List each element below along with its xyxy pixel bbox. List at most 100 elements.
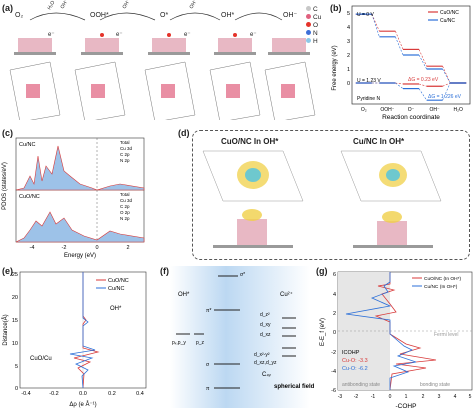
f-pi: π xyxy=(206,386,210,392)
e-xtick-0: -0.4 xyxy=(21,391,30,397)
x-axis-label: Reaction coordinate xyxy=(382,114,440,121)
g-ytick-1: 4 xyxy=(333,292,336,298)
arrow-label-h2o: H₂O xyxy=(47,0,57,11)
f-sigma-star: σ* xyxy=(240,272,245,278)
g-icohp-title: ICOHP xyxy=(342,350,360,356)
b-xtick-0: O₂ xyxy=(361,107,367,113)
legend-top-3: N 2p xyxy=(120,158,130,163)
c-xtick-0: -4 xyxy=(30,245,35,251)
e-ytick-5: 0 xyxy=(15,386,18,392)
arrow-3 xyxy=(170,13,220,20)
e-xtick-4: 0.4 xyxy=(136,391,144,397)
panel-d-letter: (d) xyxy=(178,128,190,138)
c-xtick-2: 0 xyxy=(95,245,98,251)
d-left-title: CuO/NC In OH* xyxy=(221,137,278,146)
species-o: O* xyxy=(160,12,168,19)
b-ytick-3: 2 xyxy=(347,53,350,59)
f-field: spherical field xyxy=(274,384,315,390)
free-energy-chart: Free energy (eV) Reaction coordinate 5 4 3… xyxy=(330,0,474,122)
g-xtick-0: -3 xyxy=(338,394,343,400)
g-xtick-2: -1 xyxy=(371,394,376,400)
annotation-u0: U = 0 V xyxy=(357,12,374,18)
c-xlabel: Energy (eV) xyxy=(64,253,96,259)
species-ooh: OOH* xyxy=(90,12,109,19)
legend-top-2: C 2p xyxy=(120,152,130,157)
cohp-chart: E-E_f (eV) 6 4 2 0 -2 -4 -6 -3 -2 -1 0 1… xyxy=(316,264,474,412)
g-legend-cu: Cu/NC (In OH*) xyxy=(424,284,458,290)
legend-cu: Cu/NC xyxy=(440,18,455,24)
b-xtick-2: O⁻ xyxy=(408,107,415,113)
c-xtick-1: -2 xyxy=(62,245,67,251)
g-icohp-cuo: Cu-O: -3.3 xyxy=(342,358,368,364)
g-xlabel: -COHP xyxy=(396,403,417,410)
f-pxpy: pₓ,p_y xyxy=(172,340,186,346)
f-dz2: d_z² xyxy=(260,312,270,318)
g-bonding: bonding state xyxy=(420,382,450,388)
b-xtick-4: H₂O xyxy=(453,107,463,113)
e-xtick-1: -0.2 xyxy=(49,391,58,397)
y-axis-label: Free energy (eV) xyxy=(332,45,338,90)
g-ytick-2: 2 xyxy=(333,311,336,317)
electron-1: e⁻ xyxy=(48,32,55,38)
e-xtick-2: 0.0 xyxy=(79,391,87,397)
d-right-title: Cu/NC In OH* xyxy=(353,137,404,146)
e-legend-cuo: CuO/NC xyxy=(108,278,129,284)
g-xtick-3: 0 xyxy=(389,394,392,400)
legend-bottom-1: Cu 3d xyxy=(120,198,133,203)
annotation-pyridine: Pyridine N xyxy=(357,96,380,102)
b-xtick-1: OOH⁻ xyxy=(380,107,394,113)
legend-bottom-4: N 2p xyxy=(120,216,130,221)
g-xtick-1: -2 xyxy=(354,394,359,400)
f-dx2y2: d_x²-y² xyxy=(254,352,270,358)
g-xtick-5: 2 xyxy=(422,394,425,400)
arrow-label-oh2: OH⁻ xyxy=(122,0,132,10)
f-left-label: OH* xyxy=(178,292,190,298)
c-ylabel: PDOS (states/eV) xyxy=(2,162,8,210)
g-xtick-8: 5 xyxy=(469,394,472,400)
arrow-4 xyxy=(235,13,282,20)
catalyst-slabs xyxy=(14,33,310,55)
legend-bottom-3: O 2p xyxy=(120,210,130,215)
charge-density-images xyxy=(193,147,469,259)
f-right-label: Cu²⁺ xyxy=(280,291,293,298)
annotation-dg2: ΔG = 1.226 eV xyxy=(428,94,462,100)
species-oh: OH* xyxy=(221,12,235,19)
f-dxz: d_xz xyxy=(260,332,271,338)
pdos-bottom-label: CuO/NC xyxy=(19,194,40,200)
panel-a-legend: C Cu O N H xyxy=(306,6,321,46)
b-ytick-4: 1 xyxy=(347,67,350,73)
electron-4: e⁻ xyxy=(250,32,257,38)
legend-bottom-2: C 2p xyxy=(120,204,130,209)
b-ytick-5: 0 xyxy=(347,81,350,87)
e-ytick-1: 20 xyxy=(12,295,18,301)
legend-bottom-0: Total xyxy=(120,192,130,197)
g-icohp-cu: Cu-O: -6.2 xyxy=(342,366,368,372)
legend-top-1: Cu 3d xyxy=(120,146,133,151)
orbital-diagram: OH* Cu²⁺ σ* π* σ π pₓ,p_y p_z d_z² d_xy … xyxy=(156,264,316,412)
pdos-top-label: Cu/NC xyxy=(19,142,36,148)
b-ytick-1: 4 xyxy=(347,25,350,31)
e-ytick-3: 10 xyxy=(12,341,18,347)
g-xtick-7: 4 xyxy=(454,394,457,400)
f-dxzdyz: d_xz,d_yz xyxy=(254,360,277,366)
electron-3: e⁻ xyxy=(184,32,191,38)
arrow-1 xyxy=(30,13,85,20)
arrow-label-oh3: OH⁻ xyxy=(189,0,199,10)
g-fermi: Fermi level xyxy=(434,332,458,338)
pdos-chart: PDOS (states/eV) Cu/NC CuO/NC Total Cu 3… xyxy=(0,126,150,260)
charge-difference-chart: Distance(Å) 25 20 15 10 5 0 -0.4 -0.2 0.… xyxy=(0,264,150,412)
f-dxy: d_xy xyxy=(260,322,271,328)
c-xtick-3: 2 xyxy=(126,245,129,251)
g-ylabel: E-E_f (eV) xyxy=(320,318,326,346)
legend-cuo: CuO/NC xyxy=(440,10,459,16)
g-antibonding: antibonding state xyxy=(342,382,380,388)
g-xtick-6: 3 xyxy=(438,394,441,400)
b-ytick-0: 5 xyxy=(347,11,350,17)
electron-2: e⁻ xyxy=(116,32,123,38)
annotation-u123: U = 1.23 V xyxy=(357,78,381,84)
species-o2: O₂ xyxy=(15,12,23,19)
e-ytick-2: 15 xyxy=(12,318,18,324)
e-ylabel: Distance(Å) xyxy=(2,314,9,345)
e-xtick-3: 0.2 xyxy=(108,391,116,397)
e-ytick-0: 25 xyxy=(12,272,18,278)
